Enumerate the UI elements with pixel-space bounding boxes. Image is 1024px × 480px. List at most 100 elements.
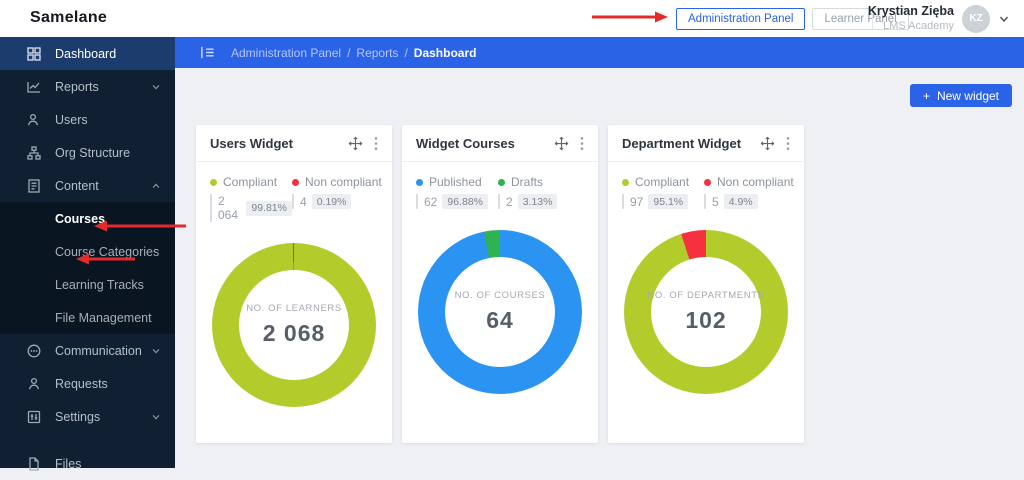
sidebar-item-requests[interactable]: Requests	[0, 367, 175, 400]
legend-percent-badge: 3.13%	[517, 194, 558, 209]
chevron-down-icon	[152, 84, 160, 90]
legend-percent-badge: 99.81%	[246, 200, 292, 216]
chart-legend: Published 62 96.88% Drafts 2 3.13%	[402, 162, 598, 209]
move-icon[interactable]	[554, 136, 569, 151]
card-header: Department Widget	[608, 125, 804, 162]
donut-chart: NO. OF DEPARTMENTS 102	[624, 230, 788, 394]
breadcrumb-separator: /	[347, 45, 351, 60]
sidebar-item-users[interactable]: Users	[0, 103, 175, 136]
dashboard-icon	[27, 46, 41, 61]
donut-center: NO. OF COURSES 64	[445, 257, 555, 367]
avatar[interactable]: KZ	[962, 4, 990, 33]
donut-chart: NO. OF COURSES 64	[418, 230, 582, 394]
sidebar-item-label: Users	[55, 112, 88, 127]
breadcrumb: Administration Panel / Reports / Dashboa…	[231, 46, 476, 60]
administration-panel-button[interactable]: Administration Panel	[676, 8, 806, 30]
new-widget-button[interactable]: + New widget	[909, 84, 1012, 107]
sidebar-item-learning-tracks[interactable]: Learning Tracks	[55, 277, 144, 292]
more-options-icon[interactable]	[374, 136, 378, 151]
files-icon	[29, 456, 39, 471]
sidebar-item-reports[interactable]: Reports	[0, 70, 175, 103]
user-names: Krystian Zięba LMS Academy	[868, 4, 954, 33]
chevron-down-icon	[152, 414, 160, 420]
chart-legend: Compliant 2 064 99.81% Non compliant 4 0.1…	[196, 162, 392, 222]
donut-center-value: 64	[486, 307, 514, 333]
widget-title: Widget Courses	[416, 135, 515, 151]
courses-widget-card: Widget Courses Published 62 96.88% Drafts…	[402, 125, 598, 443]
org-structure-icon	[27, 145, 41, 160]
sidebar-item-label: Content	[55, 178, 99, 193]
move-icon[interactable]	[760, 136, 775, 151]
legend-item: Non compliant 4 0.19%	[292, 175, 382, 222]
donut-center: NO. OF DEPARTMENTS 102	[647, 257, 764, 367]
sidebar-item-label: Org Structure	[55, 145, 131, 160]
donut-center-label: NO. OF COURSES	[454, 290, 546, 301]
users-icon	[28, 113, 38, 125]
more-options-icon[interactable]	[786, 136, 790, 151]
sidebar-item-label: Communication	[55, 343, 142, 358]
widget-title: Department Widget	[622, 135, 742, 151]
sidebar-item-dashboard[interactable]: Dashboard	[0, 37, 175, 70]
card-actions	[348, 136, 378, 151]
legend-item: Compliant 97 95.1%	[622, 175, 704, 209]
sidebar-item-files[interactable]: Files	[0, 447, 175, 480]
sidebar-item-communication[interactable]: Communication	[0, 334, 175, 367]
department-widget-card: Department Widget Compliant 97 95.1% Non …	[608, 125, 804, 443]
breadcrumb-separator: /	[404, 45, 408, 60]
user-menu[interactable]: Krystian Zięba LMS Academy KZ	[868, 4, 1010, 33]
menu-fold-icon[interactable]	[200, 45, 215, 60]
legend-value: 62	[424, 194, 438, 209]
breadcrumb-item-administration-panel[interactable]: Administration Panel	[231, 45, 342, 60]
panel-switch: Administration Panel Learner Panel	[676, 8, 909, 30]
legend-item: Compliant 2 064 99.81%	[210, 175, 292, 222]
settings-icon	[27, 410, 41, 423]
chart-legend: Compliant 97 95.1% Non compliant 5 4.9%	[608, 162, 804, 209]
donut-chart: NO. OF LEARNERS 2 068	[212, 243, 376, 407]
card-actions	[554, 136, 584, 151]
content-submenu: Courses Course Categories Learning Track…	[0, 202, 175, 334]
requests-icon	[29, 377, 39, 389]
legend-item: Non compliant 5 4.9%	[704, 175, 794, 209]
donut-center-value: 102	[685, 307, 727, 333]
legend-dot	[416, 178, 423, 186]
sidebar-item-org-structure[interactable]: Org Structure	[0, 136, 175, 169]
sidebar-item-label: Dashboard	[55, 46, 117, 61]
legend-percent-badge: 95.1%	[648, 194, 689, 209]
move-icon[interactable]	[348, 136, 363, 151]
learner-panel-button[interactable]: Learner Panel	[812, 8, 909, 30]
legend-dot	[210, 178, 217, 186]
legend-dot	[704, 178, 711, 186]
sidebar-item-settings[interactable]: Settings	[0, 400, 175, 433]
header-divider	[872, 7, 873, 30]
legend-value: 2 064	[218, 194, 239, 222]
content-icon	[28, 178, 40, 193]
sidebar-item-content[interactable]: Content	[0, 169, 175, 202]
plus-icon: +	[922, 88, 930, 103]
legend-percent-badge: 96.88%	[442, 194, 488, 209]
sidebar-item-label: Settings	[55, 409, 101, 424]
breadcrumb-item-reports[interactable]: Reports	[356, 45, 399, 60]
breadcrumb-bar: Administration Panel / Reports / Dashboa…	[175, 37, 1024, 68]
chevron-down-icon	[152, 348, 160, 354]
chevron-up-icon	[152, 182, 160, 188]
more-options-icon[interactable]	[580, 136, 584, 151]
reports-icon	[27, 81, 40, 93]
sidebar-item-label: Files	[55, 456, 82, 471]
legend-value: 2	[506, 194, 513, 209]
sidebar-item-label: Requests	[55, 376, 108, 391]
card-header: Widget Courses	[402, 125, 598, 162]
user-organization: LMS Academy	[883, 19, 954, 32]
main-content: + New widget Users Widget Compliant 2 06…	[175, 68, 1024, 468]
sidebar-item-file-management[interactable]: File Management	[55, 310, 152, 325]
legend-dot	[622, 178, 629, 186]
legend-percent-badge: 0.19%	[311, 194, 352, 209]
breadcrumb-item-dashboard: Dashboard	[413, 45, 477, 60]
sidebar-item-course-categories[interactable]: Course Categories	[55, 244, 160, 259]
sidebar-item-courses[interactable]: Courses	[55, 211, 106, 226]
communication-icon	[27, 344, 41, 357]
brand-logo: Samelane	[30, 9, 108, 26]
legend-dot	[292, 178, 299, 186]
sidebar-item-label: Reports	[55, 79, 99, 94]
legend-item: Drafts 2 3.13%	[498, 175, 584, 209]
